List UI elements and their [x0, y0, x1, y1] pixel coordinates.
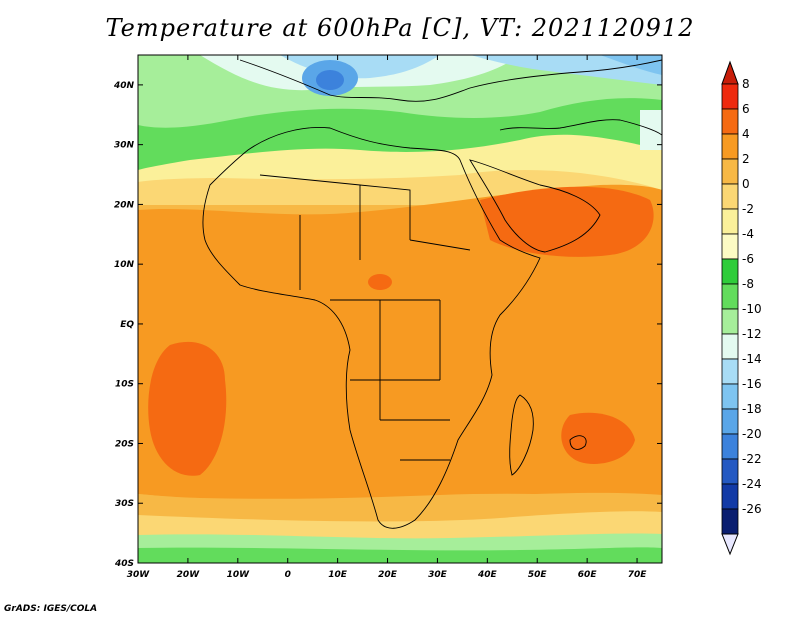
- colorbar-min-arrow: [721, 533, 739, 556]
- colorbar-swatch: [721, 133, 739, 160]
- colorbar-swatch: [721, 208, 739, 235]
- colorbar-label: 0: [742, 177, 750, 191]
- colorbar-swatch: [721, 158, 739, 185]
- colorbar-label: -2: [742, 202, 754, 216]
- temperature-field: [138, 55, 662, 563]
- colorbar-max-arrow: [721, 60, 739, 85]
- colorbar-swatch: [721, 283, 739, 310]
- colorbar-label: 6: [742, 102, 750, 116]
- colorbar-swatch: [721, 183, 739, 210]
- lon-label: 0: [285, 570, 291, 580]
- lat-label: 20S: [115, 439, 134, 449]
- coastlines: [202, 59, 662, 529]
- colorbar-swatch: [721, 458, 739, 485]
- lat-label: EQ: [120, 320, 134, 330]
- lat-label: 20N: [114, 200, 135, 210]
- colorbar-label: -8: [742, 277, 754, 291]
- lon-label: 20W: [177, 570, 201, 580]
- lat-label: 40S: [114, 559, 134, 569]
- lon-label: 10W: [227, 570, 251, 580]
- lon-label: 70E: [628, 570, 648, 580]
- lat-label: 30N: [114, 141, 135, 151]
- colorbar-swatch: [721, 333, 739, 360]
- colorbar-swatch: [721, 433, 739, 460]
- lon-label: 30W: [127, 570, 151, 580]
- colorbar-label: 8: [742, 77, 750, 91]
- colorbar-label: -26: [742, 502, 762, 516]
- colorbar-label: -16: [742, 377, 762, 391]
- colorbar-swatch: [721, 108, 739, 135]
- latitude-labels: 40N 30N 20N 10N EQ 10S 20S 30S 40S: [113, 81, 135, 569]
- colorbar-swatch: [721, 508, 739, 535]
- colorbar-swatch: [721, 258, 739, 285]
- colorbar-swatch: [721, 408, 739, 435]
- colorbar-label: -6: [742, 252, 754, 266]
- colorbar-label: -18: [742, 402, 762, 416]
- colorbar-swatch: [721, 308, 739, 335]
- colorbar-label: -12: [742, 327, 762, 341]
- colorbar-swatch: [721, 358, 739, 385]
- lon-label: 30E: [428, 570, 448, 580]
- colorbar-swatch: [721, 233, 739, 260]
- lon-label: 50E: [528, 570, 548, 580]
- lon-label: 10E: [328, 570, 348, 580]
- axis-ticks: [137, 55, 662, 564]
- lat-label: 40N: [113, 81, 135, 91]
- lon-label: 20E: [378, 570, 398, 580]
- colorbar-label: -20: [742, 427, 762, 441]
- colorbar-label: 4: [742, 127, 750, 141]
- grads-credit: GrADS: IGES/COLA: [4, 604, 98, 614]
- colorbar-label: -4: [742, 227, 754, 241]
- lat-label: 30S: [115, 499, 134, 509]
- colorbar-swatch: [721, 83, 739, 110]
- lat-label: 10S: [115, 380, 134, 390]
- lon-label: 60E: [578, 570, 598, 580]
- colorbar-label: -22: [742, 452, 762, 466]
- colorbar-swatch: [721, 483, 739, 510]
- lon-label: 40E: [477, 570, 498, 580]
- colorbar: 8 6 4 2 0 -2 -4 -6 -8 -10 -12 -14 -16 -18 -20 -22 -24 -26: [721, 60, 762, 556]
- map-frame: [137, 54, 663, 564]
- page-title: Temperature at 600hPa [C], VT: 202112091…: [105, 14, 695, 42]
- colorbar-label: 2: [742, 152, 750, 166]
- colorbar-label: -14: [742, 352, 762, 366]
- colorbar-swatch: [721, 383, 739, 410]
- colorbar-label: -10: [742, 302, 762, 316]
- lat-label: 10N: [114, 260, 135, 270]
- longitude-labels: 30W 20W 10W 0 10E 20E 30E 40E 50E 60E 70E: [127, 570, 647, 580]
- colorbar-label: -24: [742, 477, 762, 491]
